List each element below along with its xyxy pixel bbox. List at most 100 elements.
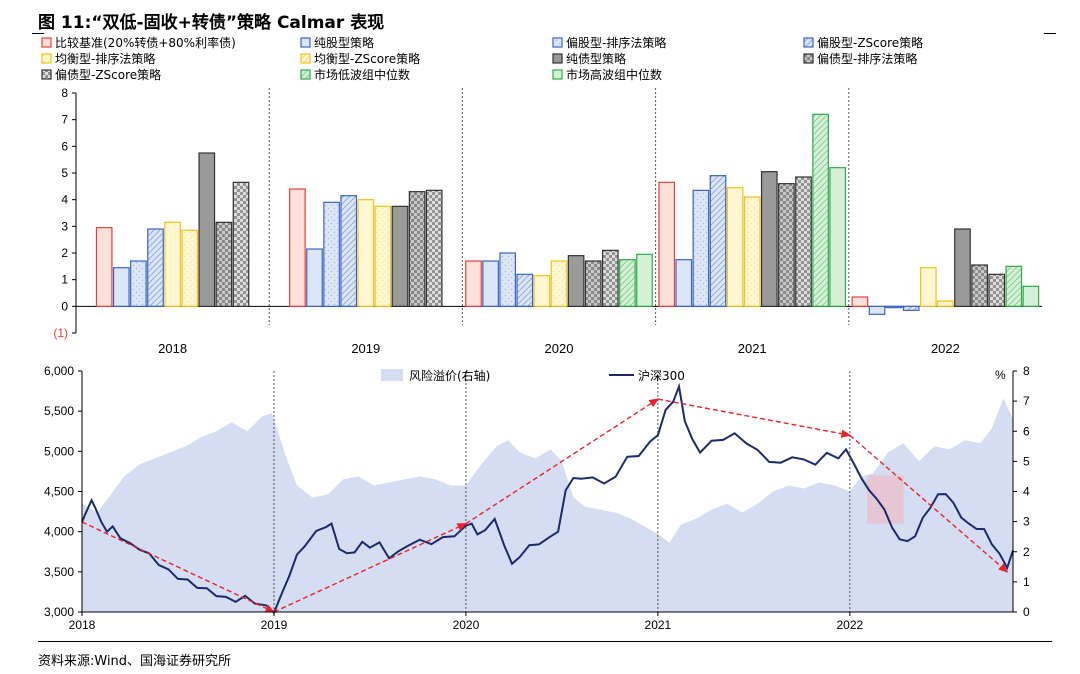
legend-swatch [552,53,563,64]
bar-y-tick-label: 2 [61,246,68,260]
bar [465,260,482,307]
bar [408,191,426,307]
bar [675,259,693,307]
left-tick-label: 5,000 [44,444,74,458]
legend-swatch [41,53,52,64]
legend-swatch [300,69,311,80]
bar [289,188,306,307]
legend-swatch [300,53,311,64]
bar [550,260,568,307]
bar [937,300,954,307]
bar [181,229,199,307]
legend-swatch [41,37,52,48]
trend-arrow [465,398,660,525]
bar [1022,285,1040,307]
x-tick-label: 2018 [69,618,96,632]
right-tick-label: 6 [1023,424,1030,438]
bar [902,305,920,311]
bar-y-tick-label: 3 [61,219,68,233]
bar [567,255,585,307]
bar [778,183,795,307]
legend-label: 均衡型-排序法策略 [55,51,155,66]
bar [584,260,602,307]
legend-label: 比较基准(20%转债+80%利率债) [55,35,236,50]
left-tick-label: 4,500 [44,485,74,499]
risk-premium-area [82,398,1013,612]
bar [885,305,903,309]
bar-category-label: 2018 [158,341,187,356]
bar [743,196,761,307]
legend-swatch [41,69,52,80]
bar [726,187,744,307]
bar [198,152,216,307]
right-tick-label: 7 [1023,394,1030,408]
bar-category-label: 2019 [351,341,380,356]
bar [232,181,250,307]
bar [1005,265,1023,307]
bar [374,205,392,307]
bar [829,167,847,307]
x-tick-label: 2021 [645,618,672,632]
legend-label: 偏股型-排序法策略 [566,35,666,50]
right-tick-label: 8 [1023,364,1030,378]
bar [130,260,147,307]
bar [988,273,1006,307]
corner-mark-left [32,33,44,34]
bar [499,252,517,307]
bar [692,189,710,307]
legend-label: 偏债型-排序法策略 [817,51,917,66]
bar [709,175,727,307]
trend-arrow [657,398,852,438]
bar [516,273,534,307]
bar [112,267,130,307]
bar-y-tick-label: 7 [61,113,68,127]
bar [619,259,636,307]
bar [601,249,619,307]
legend-swatch [552,37,563,48]
right-tick-label: 4 [1023,485,1030,499]
bar-category-label: 2020 [545,341,574,356]
highlight-box [867,475,904,524]
bar [95,227,113,307]
bar [636,253,653,307]
source-note: 资料来源:Wind、国海证券研究所 [38,654,232,669]
bar [482,260,499,307]
bar [147,228,164,307]
legend-label: 均衡型-ZScore策略 [314,51,420,66]
legend-swatch [300,37,311,48]
right-tick-label: 1 [1023,575,1030,589]
bar [760,171,778,307]
bar [919,267,937,307]
hs300-line [81,382,1014,615]
bar-y-tick-label: 0 [61,299,68,313]
bar [357,199,375,307]
bar [340,195,358,307]
bar-category-label: 2022 [931,341,960,356]
legend-label: 沪深300 [638,369,685,383]
legend-swatch [803,37,814,48]
bar-y-tick-label: 5 [61,166,68,180]
bar-y-tick-label: 6 [61,139,68,153]
bar [658,181,676,307]
legend-swatch [381,369,403,381]
bar [425,189,443,307]
left-tick-label: 3,500 [44,565,74,579]
legend-swatch [803,53,814,64]
source-divider [38,641,1052,642]
legend-label: 纯股型策略 [314,35,374,50]
bar-y-tick-label: (1) [53,326,68,340]
legend-label: 风险溢价(右轴) [409,368,490,383]
legend-label: 纯债型策略 [566,51,626,66]
right-tick-label: 5 [1023,454,1030,468]
right-tick-label: 3 [1023,515,1030,529]
x-tick-label: 2019 [261,618,288,632]
bar [533,275,551,307]
bar-y-tick-label: 4 [61,193,68,207]
bar [954,228,971,307]
x-tick-label: 2020 [453,618,480,632]
x-tick-label: 2022 [836,618,863,632]
bar [164,221,181,307]
bar-y-tick-label: 8 [61,86,68,100]
